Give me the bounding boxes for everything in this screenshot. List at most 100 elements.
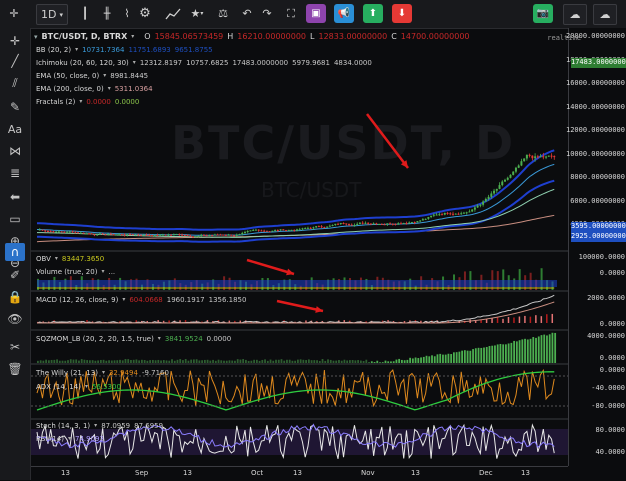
fullscreen-icon[interactable]: ⛶ (287, 6, 295, 20)
candle-body (438, 214, 441, 216)
squeeze-bar (53, 359, 56, 363)
up-arrow-button[interactable]: ⬆ (363, 4, 383, 23)
macd-histogram-bar (168, 320, 170, 323)
candle-body (197, 235, 200, 237)
lock-icon[interactable]: 🔒 (7, 290, 23, 304)
compare-scale-icon[interactable]: ⚖ (218, 7, 228, 20)
chevron-down-icon[interactable]: ▾ (67, 435, 71, 442)
willy-name[interactable]: The Willy (21, 13) (36, 368, 98, 377)
brush-icon[interactable]: ✎ (9, 100, 21, 114)
settings-gear-icon[interactable]: ⚙ (139, 6, 151, 21)
cloud-download-icon[interactable]: ☁ (563, 4, 587, 25)
squeeze-bar (370, 361, 373, 363)
chevron-down-icon[interactable]: ▾ (103, 72, 107, 79)
obv-name[interactable]: OBV (36, 254, 51, 263)
trend-line-icon[interactable]: ╱ (11, 54, 19, 68)
indicator-1-name[interactable]: Ichimoku (20, 60, 120, 30) (36, 58, 129, 67)
line-chart-icon[interactable]: ⌇ (124, 7, 130, 20)
megaphone-button[interactable]: 📢 (334, 4, 354, 23)
rsi-name[interactable]: RSI (14) (36, 434, 64, 443)
candle-body (222, 234, 225, 236)
squeeze-bar (343, 359, 346, 363)
candle-body (427, 217, 430, 219)
chevron-down-icon[interactable]: ▾ (84, 383, 88, 390)
candle-body (484, 198, 487, 202)
zoom-out-icon[interactable]: ⊖ (9, 256, 21, 270)
squeeze-bar (373, 362, 376, 363)
squeeze-bar (453, 352, 455, 363)
candle-body (263, 230, 266, 232)
chevron-down-icon[interactable]: ▾ (131, 33, 135, 40)
candle-body (506, 177, 509, 180)
tools-icon[interactable]: ✂ (9, 340, 21, 354)
squeeze-bar (105, 360, 108, 363)
chevron-down-icon[interactable]: ▾ (75, 46, 79, 53)
squeeze-bar (505, 344, 507, 363)
zoom-in-icon[interactable]: ⊕ (9, 234, 21, 248)
macd-legend: MACD (12, 26, close, 9) ▾ 604.0668 1960.191… (36, 294, 246, 305)
magnet-icon[interactable]: ∩ (5, 243, 25, 261)
chevron-down-icon[interactable]: ▾ (132, 59, 136, 66)
chart-area[interactable]: BTC/USDT, D BTC/USDT (31, 28, 568, 466)
crosshair-icon[interactable]: ✛ (9, 34, 21, 48)
candle-body (93, 234, 96, 236)
fib-icon[interactable]: ≣ (9, 166, 21, 180)
pattern-icon[interactable]: ⋈ (9, 144, 21, 158)
squeeze-bar (458, 351, 461, 363)
chevron-down-icon[interactable]: ▾ (101, 369, 105, 376)
interval-selector[interactable]: 1D ▾ (36, 4, 68, 25)
eye-icon[interactable]: 👁 (7, 312, 23, 326)
chevron-down-icon[interactable]: ▾ (79, 98, 83, 105)
sqzmom-name[interactable]: SQZMOM_LB (20, 2, 20, 1.5, true) (36, 334, 154, 343)
macd-histogram-bar (420, 320, 422, 323)
favorites-star-icon[interactable]: ★ ▾ (190, 7, 204, 20)
volume-name[interactable]: Volume (true, 20) (36, 267, 98, 276)
cube-button[interactable]: ▣ (306, 4, 326, 23)
stay-drawing-icon[interactable]: ✐ (9, 268, 21, 282)
indicator-0-name[interactable]: BB (20, 2) (36, 45, 72, 54)
chevron-down-icon[interactable]: ▾ (122, 296, 126, 303)
camera-icon[interactable]: 📷 (533, 4, 553, 23)
price-axis[interactable]: 20000.0000000018000.0000000016000.000000… (547, 28, 626, 466)
ruler-icon[interactable]: ▭ (9, 212, 21, 226)
adx-legend: ADX (14, 14) ▾ 56.5300 (36, 381, 121, 392)
indicator-4-name[interactable]: Fractals (2) (36, 97, 76, 106)
trash-icon[interactable]: 🗑 (7, 362, 23, 376)
squeeze-bar (368, 362, 370, 363)
symbol-collapse-icon[interactable]: ▾ (34, 32, 38, 41)
volume-legend: Volume (true, 20) ▾... (36, 266, 115, 277)
chevron-down-icon[interactable]: ▾ (157, 335, 161, 342)
crosshair-menu-icon[interactable]: ✛ (9, 7, 19, 20)
indicator-3-name[interactable]: EMA (200, close, 0) (36, 84, 104, 93)
chevron-down-icon[interactable]: ▾ (101, 268, 105, 275)
chevron-down-icon[interactable]: ▾ (107, 85, 111, 92)
ema50-line (36, 188, 555, 238)
adx-name[interactable]: ADX (14, 14) (36, 382, 81, 391)
cloud-upload-icon[interactable]: ☁ (593, 4, 617, 25)
down-arrow-button[interactable]: ⬇ (392, 4, 412, 23)
text-tool-icon[interactable]: Aa (7, 122, 23, 136)
indicator-2-name[interactable]: EMA (50, close, 0) (36, 71, 100, 80)
candle-body (536, 156, 539, 158)
volume-bar (518, 269, 521, 290)
pitchfork-icon[interactable]: ⫽ (12, 75, 18, 90)
squeeze-bar (480, 347, 483, 363)
candles-icon[interactable]: ╫ (103, 7, 111, 20)
undo-icon[interactable]: ↶ (242, 7, 252, 20)
chevron-down-icon[interactable]: ▾ (94, 422, 98, 429)
chevron-down-icon[interactable]: ▾ (54, 255, 58, 262)
redo-icon[interactable]: ↷ (262, 7, 272, 20)
macd-name[interactable]: MACD (12, 26, close, 9) (36, 295, 119, 304)
candle-body (525, 154, 528, 159)
time-axis[interactable]: 13 Sep 13 Oct 13 Nov 13 Dec 13 (31, 466, 568, 481)
squeeze-bar (354, 360, 357, 363)
bars-icon[interactable]: ┃ (81, 7, 89, 20)
low-value: 12833.00000000 (318, 32, 388, 41)
candle-body (372, 223, 375, 225)
stoch-name[interactable]: Stoch (14, 3, 1) (36, 421, 91, 430)
back-arrow-icon[interactable]: ⬅ (9, 190, 21, 204)
volume-bar (157, 284, 160, 290)
squeeze-bar (420, 357, 422, 363)
indicators-icon[interactable] (162, 4, 184, 23)
squeeze-bar (379, 362, 381, 363)
